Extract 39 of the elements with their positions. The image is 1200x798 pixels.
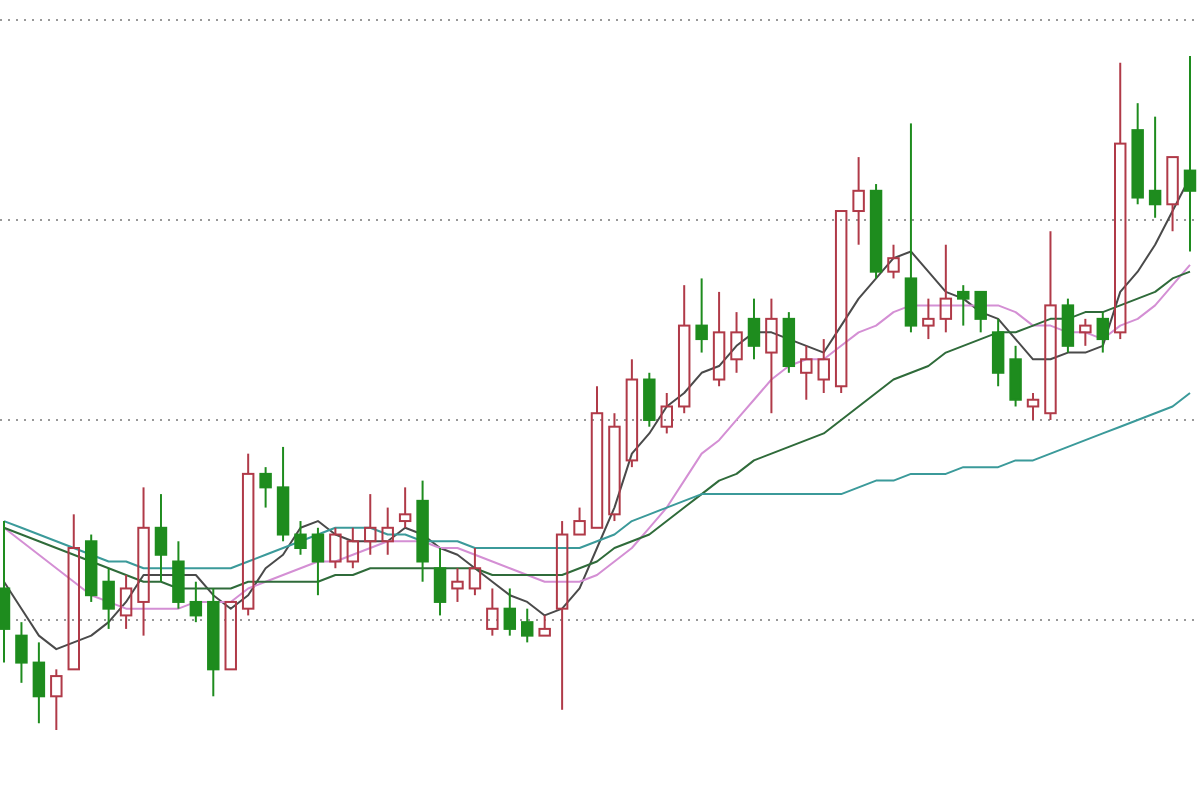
candlestick xyxy=(172,540,185,610)
candlestick xyxy=(608,412,621,523)
candlestick xyxy=(154,493,168,583)
candlestick xyxy=(468,547,482,597)
candlestick xyxy=(643,371,656,428)
candlestick xyxy=(555,520,569,711)
candlestick xyxy=(486,587,499,637)
candlestick xyxy=(451,567,464,603)
candlestick xyxy=(398,486,412,529)
candlestick xyxy=(416,479,429,583)
candlestick xyxy=(311,526,325,597)
candlestick xyxy=(730,311,743,374)
candlestick xyxy=(294,520,307,556)
candlestick xyxy=(0,520,11,664)
candlestick xyxy=(1026,392,1040,421)
candlestick xyxy=(207,587,220,698)
candlestick xyxy=(1183,55,1197,253)
candlestick xyxy=(102,567,115,630)
candlestick xyxy=(189,580,203,624)
candlestick xyxy=(625,358,639,469)
candlestick xyxy=(852,156,865,246)
candlestick xyxy=(1114,61,1127,341)
candlestick xyxy=(32,641,46,725)
candlestick xyxy=(1148,115,1162,219)
candlestick xyxy=(1079,317,1092,347)
candlestick xyxy=(695,277,708,354)
candlestick xyxy=(1096,311,1110,354)
candlestick xyxy=(677,284,691,415)
candlestick xyxy=(381,506,394,556)
candlestick xyxy=(782,311,796,374)
candlestick xyxy=(503,587,517,637)
candlestick xyxy=(364,493,377,556)
candlestick xyxy=(765,297,778,415)
candlestick xyxy=(137,486,150,637)
candlestick xyxy=(957,284,970,327)
candlestick xyxy=(1044,230,1057,421)
candlestick xyxy=(15,621,28,684)
candlestick xyxy=(259,466,272,509)
candlestick xyxy=(50,668,63,731)
